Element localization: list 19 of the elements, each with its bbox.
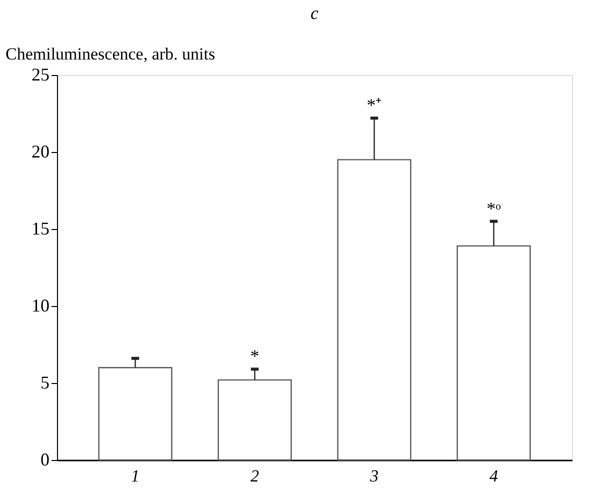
annotation: * — [250, 346, 260, 366]
bar — [98, 367, 172, 461]
x-tick-label: 4 — [489, 466, 498, 486]
y-tick-label: 20 — [32, 142, 50, 162]
x-tick-label: 1 — [131, 466, 140, 486]
y-tick-label: 10 — [32, 296, 50, 316]
chart-title: c — [310, 3, 318, 23]
annotation: *ᵒ — [486, 198, 501, 218]
y-tick-label: 5 — [40, 372, 50, 392]
x-tick-label: 3 — [368, 466, 378, 486]
annotation: *⁺ — [366, 95, 382, 116]
y-tick-label: 25 — [32, 64, 50, 84]
y-tick-label: 0 — [40, 450, 50, 470]
x-tick-label: 2 — [250, 466, 260, 486]
bar — [337, 159, 412, 461]
bar — [218, 379, 292, 461]
bar — [456, 245, 531, 461]
y-tick-label: 15 — [32, 218, 50, 238]
y-axis-title: Chemiluminescence, arb. units — [6, 44, 216, 64]
